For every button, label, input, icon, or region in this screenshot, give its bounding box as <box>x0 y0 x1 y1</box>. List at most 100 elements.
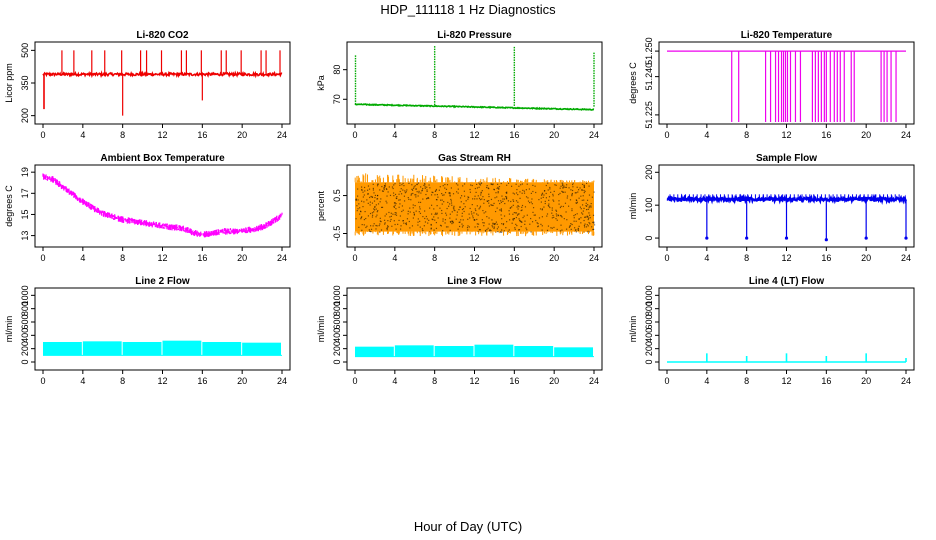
series-point <box>503 198 506 200</box>
series-point <box>431 213 433 215</box>
series-point <box>391 225 393 227</box>
series-point <box>496 196 498 198</box>
series-point <box>478 186 480 188</box>
series-point <box>394 193 397 196</box>
series-point <box>446 184 449 186</box>
series-point <box>576 186 578 188</box>
series-point <box>546 213 549 215</box>
series-point <box>383 187 385 189</box>
chart-title: Line 2 Flow <box>135 276 190 287</box>
series-point <box>410 194 412 196</box>
series-point <box>470 184 472 186</box>
series-point <box>379 223 381 225</box>
series-point <box>425 198 428 200</box>
series-point <box>566 197 568 199</box>
y-tick-label: 0.5 <box>332 189 342 202</box>
series-point <box>372 187 374 190</box>
series-point <box>449 213 451 215</box>
x-tick-label: 20 <box>861 253 871 263</box>
series-point <box>492 222 494 224</box>
series-point <box>429 187 431 189</box>
chart-7: Line 2 Flow ml/min 0 4 8 12 16 20 24 0 20040060080… <box>4 276 291 386</box>
series-point <box>383 185 386 187</box>
series-point <box>513 193 516 195</box>
series-point <box>476 183 478 185</box>
series-point <box>467 196 469 198</box>
series-point <box>376 198 379 200</box>
y-tick-label: 51.250 <box>644 37 654 65</box>
y-tick-label: 0 <box>20 359 30 364</box>
series-point <box>556 219 558 221</box>
series-point <box>510 200 512 203</box>
x-tick-label: 16 <box>197 376 207 386</box>
series-point <box>553 226 555 229</box>
series-point <box>560 215 562 217</box>
series-point <box>436 205 438 207</box>
x-tick-label: 12 <box>781 376 791 386</box>
series-point <box>390 212 392 214</box>
y-tick-label: 1000 <box>644 285 654 305</box>
series-point <box>564 191 566 193</box>
series-point <box>472 198 474 200</box>
series-point <box>381 190 384 192</box>
series-point <box>526 229 528 231</box>
x-tick-label: 12 <box>469 130 479 140</box>
series-point <box>483 199 485 201</box>
series-point <box>568 187 570 189</box>
series-point <box>392 213 394 215</box>
series-point <box>581 199 583 201</box>
series-point <box>373 209 376 211</box>
x-tick-label: 0 <box>664 130 669 140</box>
series-point <box>562 187 564 189</box>
series-point <box>528 188 530 190</box>
series-point <box>395 203 397 205</box>
series-point <box>588 185 590 187</box>
series-point <box>474 226 476 228</box>
series-point <box>572 183 574 186</box>
series-point <box>545 197 547 199</box>
series-point <box>548 199 550 201</box>
series-point <box>433 216 435 218</box>
series-point <box>439 224 442 226</box>
series-point <box>559 230 562 232</box>
series-point <box>367 202 369 204</box>
y-axis-label: ml/min <box>628 193 638 220</box>
series-point <box>570 228 572 230</box>
series-point <box>514 228 516 230</box>
series-point <box>369 196 371 199</box>
series-point <box>493 226 496 228</box>
series-point <box>403 200 406 202</box>
series-point <box>523 190 525 192</box>
series-point <box>518 229 521 231</box>
series-point <box>449 229 451 231</box>
series-point <box>486 200 489 202</box>
series-point <box>533 214 535 216</box>
series-point <box>456 191 458 193</box>
chart-title: Line 4 (LT) Flow <box>749 276 825 287</box>
series-point <box>571 209 573 212</box>
series-point <box>383 187 386 189</box>
x-tick-label: 4 <box>80 253 85 263</box>
series-point <box>501 223 503 225</box>
series-point <box>571 223 573 226</box>
y-tick-label: 400 <box>332 328 342 343</box>
series-point <box>549 206 551 209</box>
series-point <box>483 212 485 214</box>
series-point <box>478 182 480 184</box>
series-point <box>512 192 514 194</box>
series-point <box>428 219 430 221</box>
series-point <box>486 228 488 231</box>
series-point <box>385 200 387 202</box>
series-point <box>422 215 424 218</box>
series-point <box>494 223 496 225</box>
series-point <box>565 211 567 213</box>
series-point <box>432 191 434 194</box>
series-point <box>531 203 533 205</box>
series-point <box>558 203 560 205</box>
series-point <box>476 218 478 221</box>
series-point <box>565 228 568 230</box>
series-point <box>469 207 471 210</box>
series-point <box>398 199 400 201</box>
y-tick-label: 1000 <box>20 285 30 305</box>
y-tick-label: 0 <box>644 236 654 241</box>
